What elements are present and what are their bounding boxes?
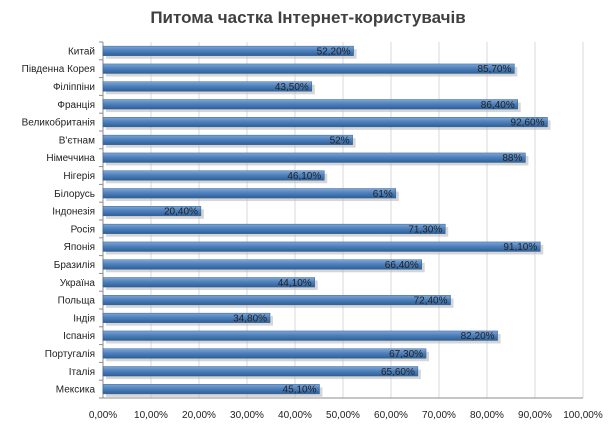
data-label: 43,50% <box>275 82 309 93</box>
data-label: 91,10% <box>503 242 537 253</box>
data-label: 61% <box>373 189 393 200</box>
category-label: Іспанія <box>63 331 95 342</box>
data-label: 52,20% <box>317 46 351 57</box>
bar <box>102 384 320 395</box>
x-tick-label: 70,00% <box>422 410 456 421</box>
bar <box>102 188 397 199</box>
data-label: 85,70% <box>477 64 511 75</box>
category-label: Україна <box>60 278 96 289</box>
bar <box>102 81 313 92</box>
data-label: 20,40% <box>164 207 198 218</box>
bar <box>102 277 315 288</box>
data-label: 65,60% <box>381 367 415 378</box>
category-label: Білорусь <box>54 189 95 200</box>
data-label: 88% <box>502 153 522 164</box>
bar <box>102 152 526 163</box>
data-label: 46,10% <box>287 171 321 182</box>
x-tick-label: 10,00% <box>134 410 168 421</box>
category-label: В'єтнам <box>59 135 95 146</box>
bar <box>102 117 548 128</box>
bar <box>102 223 446 234</box>
category-label: Бразилія <box>54 260 95 271</box>
bar <box>102 366 419 377</box>
data-label: 86,40% <box>481 100 515 111</box>
bar <box>102 99 518 110</box>
bar <box>102 259 422 270</box>
category-label: Філіппіни <box>53 82 95 93</box>
category-label: Японія <box>64 242 95 253</box>
bar <box>102 330 498 341</box>
category-label: Італія <box>69 367 95 378</box>
bar <box>102 170 325 181</box>
data-label: 44,10% <box>278 278 312 289</box>
data-label: 71,30% <box>408 224 442 235</box>
x-tick-label: 0,00% <box>89 410 117 421</box>
bar <box>102 134 353 145</box>
data-label: 52% <box>330 135 350 146</box>
data-label: 45,10% <box>283 385 317 396</box>
bar <box>102 206 202 217</box>
chart-title: Питома частка Інтернет-користувачів <box>150 8 466 27</box>
x-tick-label: 90,00% <box>518 410 552 421</box>
category-label: Нігерія <box>63 171 95 182</box>
category-label: Росія <box>71 224 95 235</box>
data-label: 67,30% <box>389 349 423 360</box>
bar <box>102 312 271 323</box>
x-tick-label: 30,00% <box>230 410 264 421</box>
category-label: Франція <box>57 100 95 111</box>
x-tick-label: 40,00% <box>278 410 312 421</box>
x-tick-label: 60,00% <box>374 410 408 421</box>
bar <box>102 45 354 56</box>
bar <box>102 241 541 252</box>
category-label: Великобританія <box>22 117 95 129</box>
category-label: Польща <box>58 296 96 307</box>
category-label: Індонезія <box>52 207 95 218</box>
x-tick-label: 100,00% <box>563 410 603 421</box>
category-label: Китай <box>68 46 95 57</box>
category-label: Португалія <box>45 349 95 360</box>
x-tick-label: 80,00% <box>470 410 504 421</box>
bar <box>102 348 427 359</box>
x-tick-label: 50,00% <box>326 410 360 421</box>
x-tick-label: 20,00% <box>182 410 216 421</box>
category-label: Індія <box>73 313 95 324</box>
data-label: 66,40% <box>385 260 419 271</box>
bar <box>102 295 451 306</box>
category-label: Німеччина <box>46 153 95 164</box>
category-label: Мексика <box>56 385 96 396</box>
category-label: Південна Корея <box>22 64 95 75</box>
data-label: 82,20% <box>461 331 495 342</box>
bar <box>102 63 515 74</box>
data-label: 72,40% <box>414 296 448 307</box>
data-label: 34,80% <box>233 313 267 324</box>
data-label: 92,60% <box>511 118 545 129</box>
